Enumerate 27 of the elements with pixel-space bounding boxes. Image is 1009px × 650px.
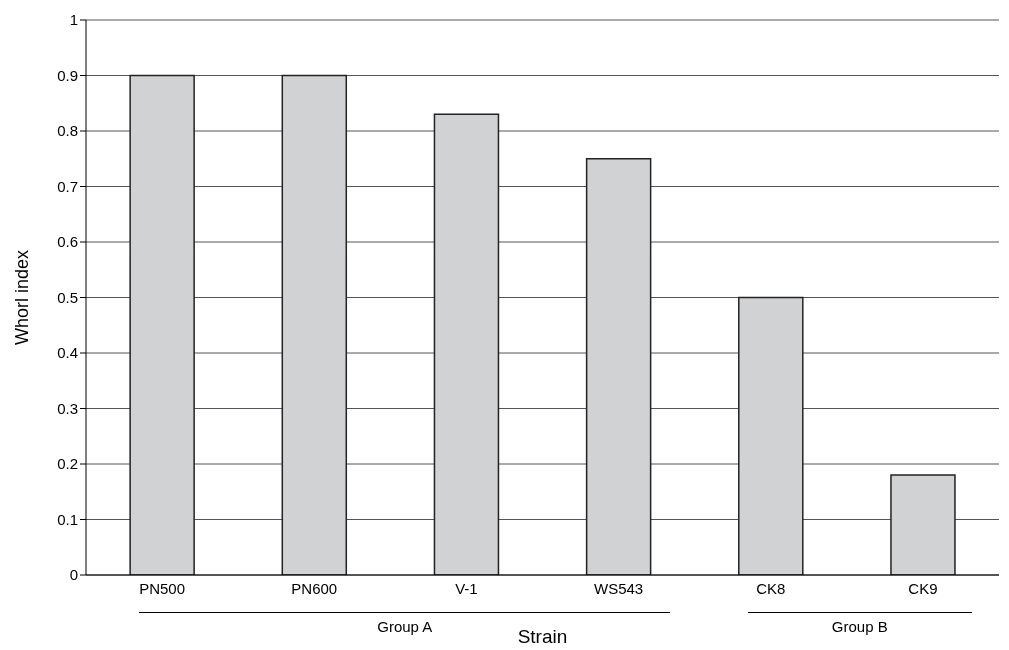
bar [281, 74, 348, 575]
y-tick-label: 0.7 [57, 177, 78, 195]
x-tick-label: CK8 [756, 579, 786, 597]
y-tick-label: 0.5 [57, 288, 78, 306]
y-tick-label: 0.3 [57, 399, 78, 417]
x-tick-label: V-1 [455, 579, 478, 597]
bar [890, 474, 956, 575]
x-axis-title: Strain [517, 626, 568, 647]
bar [129, 74, 195, 575]
y-tick-label: 0.1 [57, 510, 78, 528]
x-tick-label: PN600 [291, 579, 338, 597]
y-tick-label: 0.8 [57, 122, 78, 140]
y-tick-label: 0.4 [57, 344, 78, 362]
bar [433, 113, 500, 575]
x-tick-label: WS543 [593, 579, 644, 597]
y-tick-label: 0.9 [57, 66, 78, 84]
x-tick-label: CK9 [908, 579, 938, 597]
y-tick-label: 1 [69, 11, 78, 29]
y-tick-label: 0.2 [57, 455, 78, 473]
y-tick-label: 0.6 [57, 233, 78, 251]
bar [738, 296, 804, 575]
y-tick-label: 0 [69, 566, 78, 584]
text: Group A [377, 618, 433, 635]
y-axis-title: Whorl index [12, 249, 33, 346]
text: Group B [830, 618, 889, 635]
x-tick-label: PN500 [139, 579, 186, 597]
bar [585, 158, 652, 575]
